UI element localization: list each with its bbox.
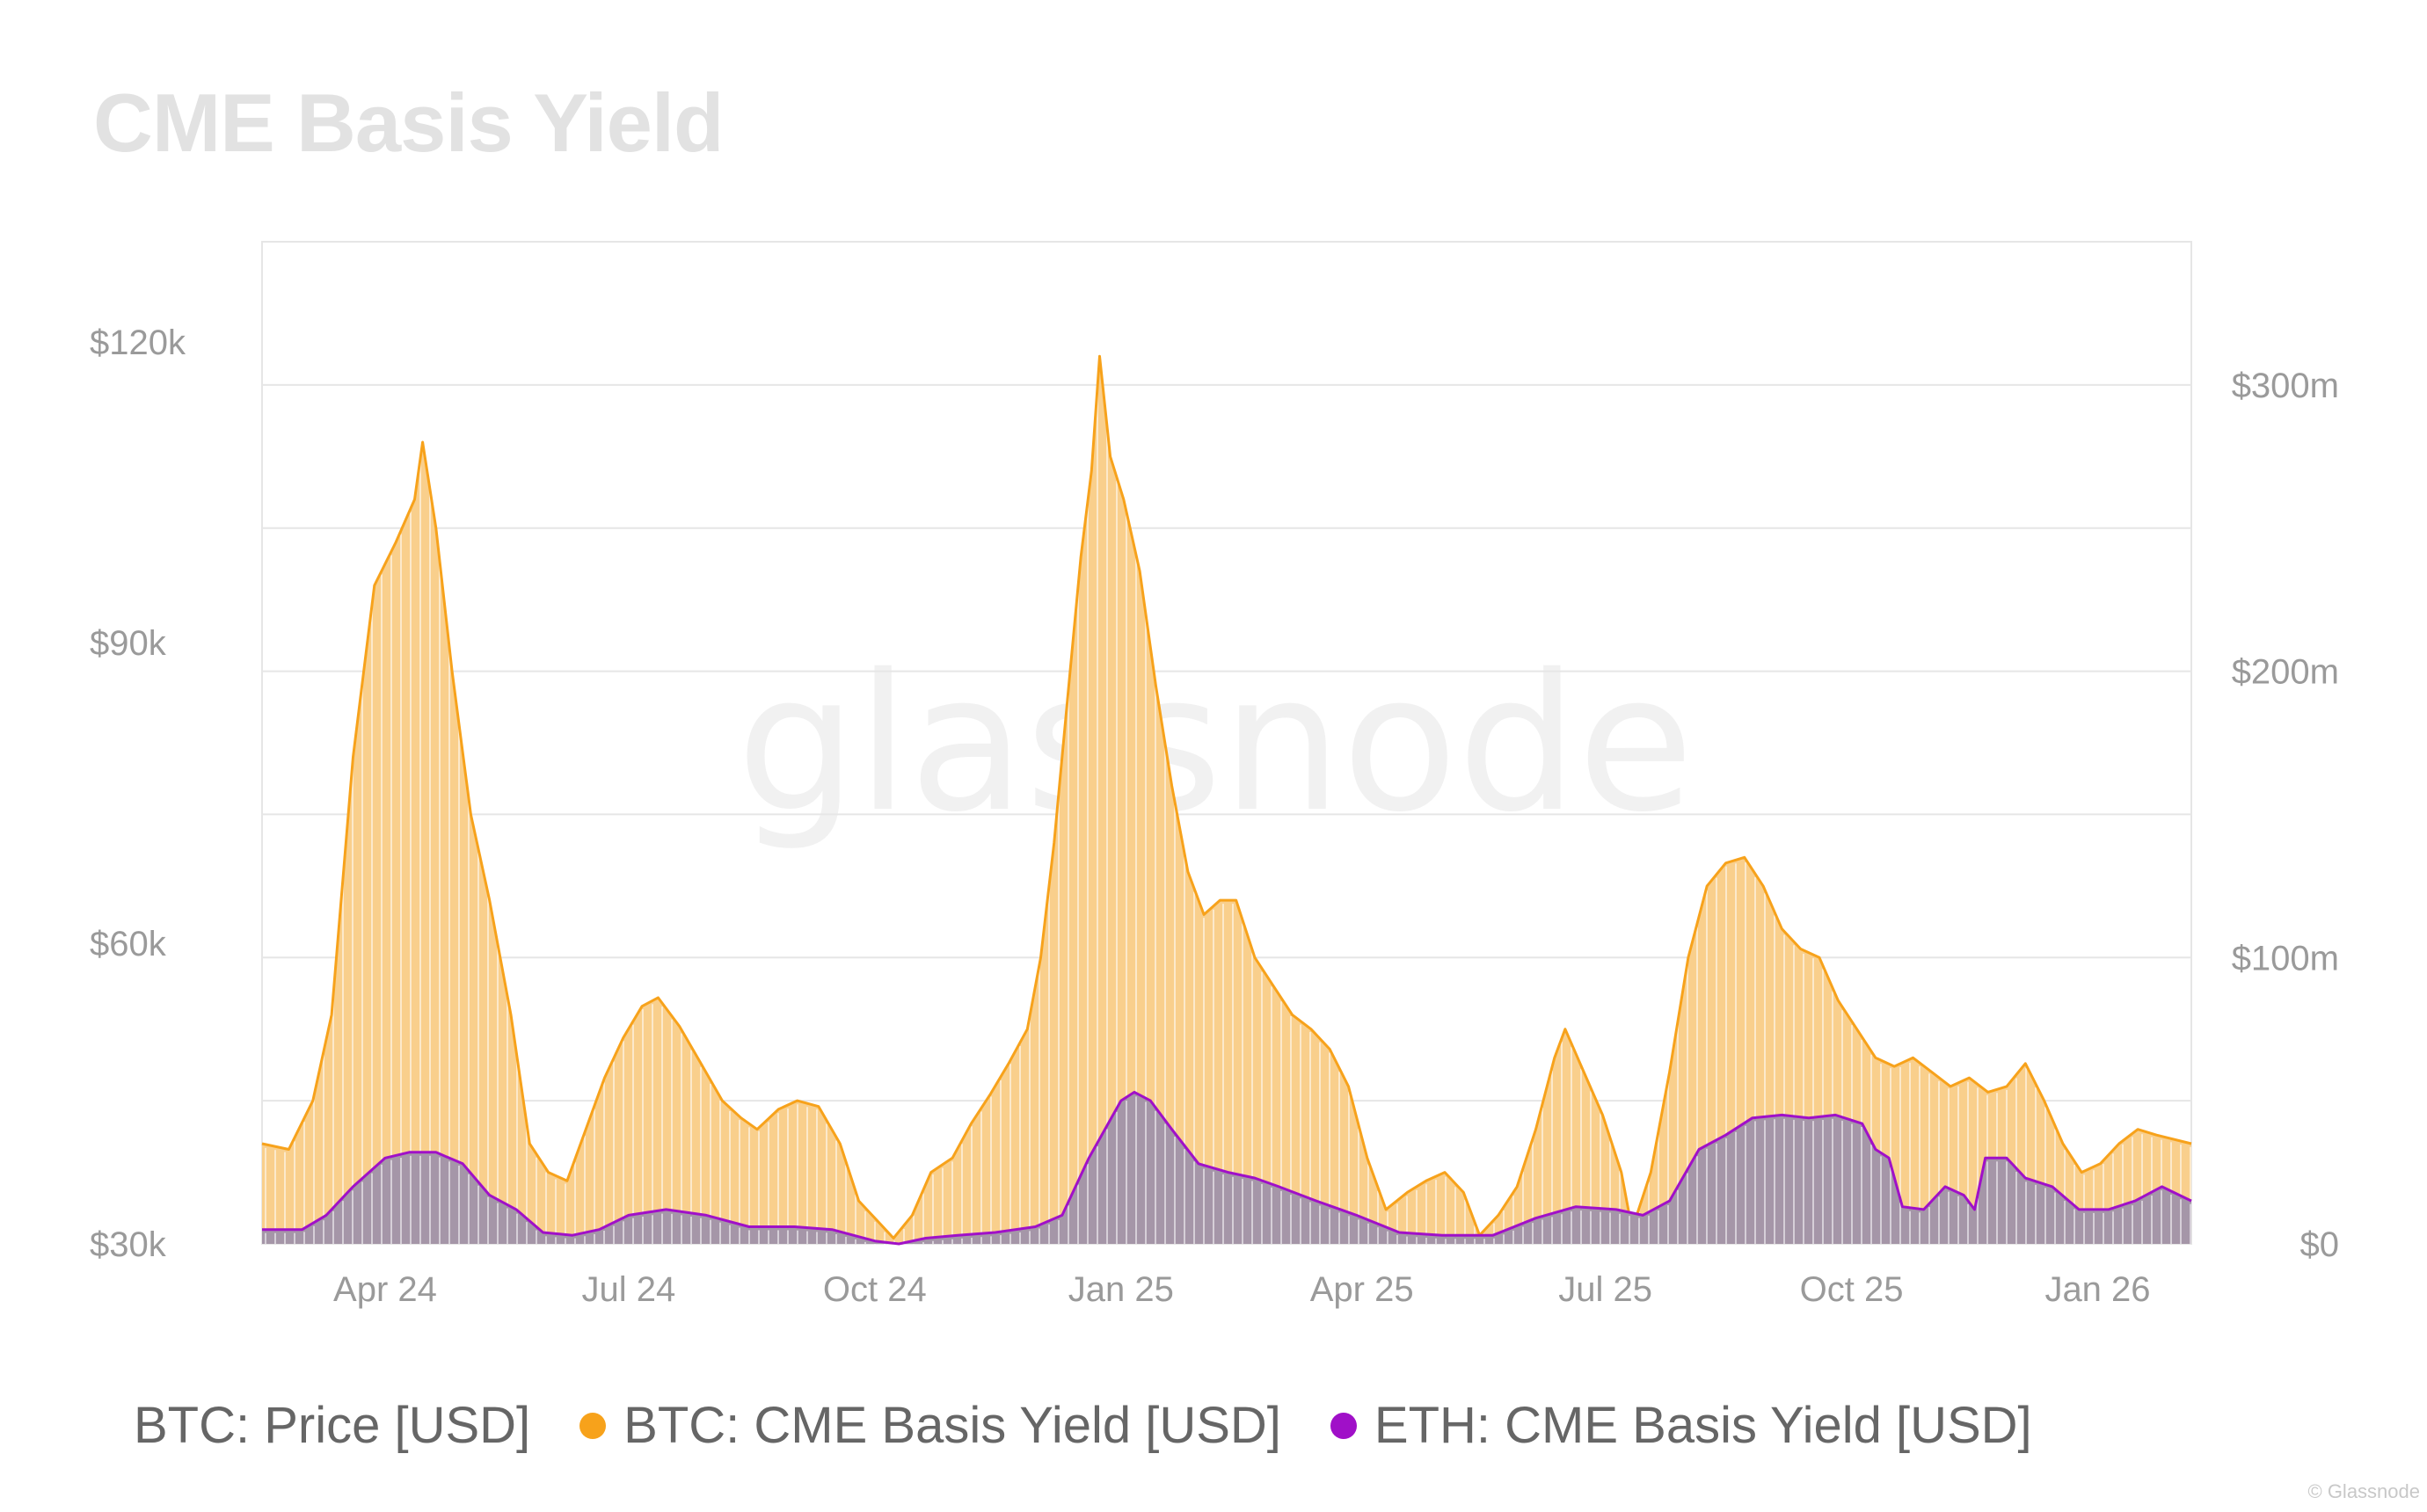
axes: $30k $60k $90k $120k $0 $100m $200m $300m Apr 24…	[90, 323, 2339, 1309]
y-left-tick-label: $60k	[90, 925, 167, 963]
x-tick-label: Jan 26	[2044, 1270, 2150, 1309]
y-left-tick-label: $90k	[90, 624, 167, 663]
y-right-tick-label: $200m	[2232, 653, 2339, 692]
legend-dot-btc	[579, 1412, 607, 1439]
legend-dot-eth	[1330, 1412, 1357, 1439]
legend-label-btc-yield: BTC: CME Basis Yield [USD]	[623, 1397, 1281, 1454]
btc-yield-line	[261, 354, 2192, 1239]
chart-title: CME Basis Yield	[93, 76, 724, 169]
watermark: glassnode	[737, 633, 1695, 854]
x-tick-label: Jul 25	[1558, 1270, 1652, 1309]
x-tick-label: Apr 24	[333, 1270, 437, 1309]
x-tick-label: Oct 24	[823, 1270, 927, 1309]
y-left-tick-label: $120k	[90, 323, 186, 362]
legend-item-eth-yield[interactable]: ETH: CME Basis Yield [USD]	[1330, 1396, 2032, 1455]
legend-item-price[interactable]: BTC: Price [USD]	[134, 1396, 530, 1455]
legend-label-price: BTC: Price [USD]	[134, 1397, 531, 1454]
legend-item-btc-yield[interactable]: BTC: CME Basis Yield [USD]	[579, 1396, 1281, 1455]
y-right-tick-label: $0	[2300, 1225, 2340, 1264]
legend-label-eth-yield: ETH: CME Basis Yield [USD]	[1374, 1397, 2032, 1454]
y-right-tick-label: $100m	[2232, 939, 2339, 978]
eth-yield-hatch	[265, 1096, 2191, 1247]
y-left-tick-label: $30k	[90, 1225, 167, 1264]
eth-yield-area	[262, 1092, 2191, 1244]
x-tick-label: Jul 24	[582, 1270, 676, 1309]
eth-yield-line	[262, 1090, 2192, 1246]
series-areas	[261, 354, 2192, 1247]
legend: BTC: Price [USD] BTC: CME Basis Yield [U…	[134, 1396, 2081, 1455]
x-tick-label: Apr 25	[1310, 1270, 1414, 1309]
btc-yield-area	[262, 356, 2191, 1244]
x-tick-label: Oct 25	[1800, 1270, 1904, 1309]
credit: © Glassnode	[2307, 1480, 2421, 1502]
x-tick-label: Jan 25	[1068, 1270, 1174, 1309]
y-right-tick-label: $300m	[2232, 367, 2339, 405]
